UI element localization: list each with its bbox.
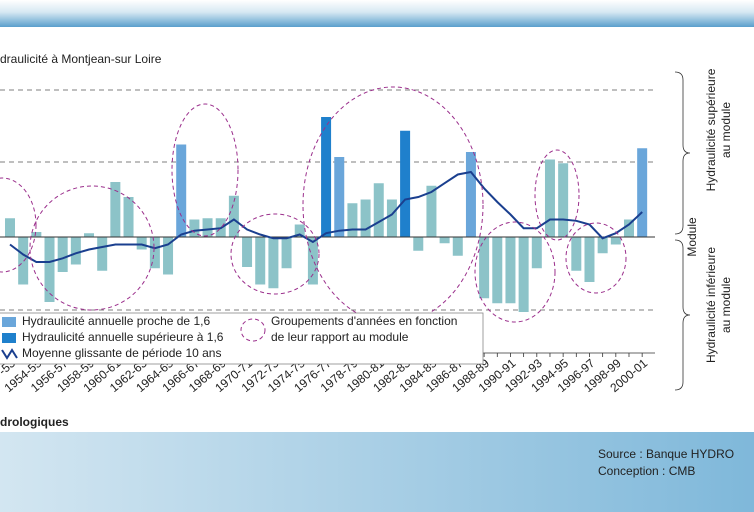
brace xyxy=(674,71,691,235)
lower-label: Hydraulicité inférieure xyxy=(704,247,718,363)
grouping xyxy=(474,221,556,323)
bar xyxy=(5,218,15,237)
bar xyxy=(571,237,582,271)
legend-label: Hydraulicité annuelle supérieure à 1,6 xyxy=(22,330,224,344)
bar xyxy=(439,237,450,244)
grouping xyxy=(171,103,239,237)
bar xyxy=(163,237,174,275)
bar xyxy=(347,203,358,237)
grouping xyxy=(534,149,580,241)
legend-grouping-icon xyxy=(240,318,266,342)
bar xyxy=(70,237,81,265)
top-band xyxy=(0,0,754,27)
bar xyxy=(242,237,253,267)
bar xyxy=(149,237,160,269)
legend: Groupements d'années en fonction de leur… xyxy=(0,312,484,365)
upper-label: Hydraulicité supérieure xyxy=(704,68,718,191)
legend-swatch xyxy=(2,333,16,343)
bar xyxy=(426,185,437,237)
bar xyxy=(321,117,332,237)
bar xyxy=(413,237,424,251)
bar xyxy=(255,237,266,285)
bar xyxy=(31,232,42,237)
bar xyxy=(610,237,621,245)
bar xyxy=(97,237,108,271)
bar xyxy=(492,237,503,304)
legend-label: Moyenne glissante de période 10 ans xyxy=(22,346,221,360)
bar xyxy=(294,224,305,237)
bar xyxy=(531,237,542,269)
bar xyxy=(44,237,55,302)
bar xyxy=(136,237,147,250)
bar xyxy=(189,219,200,237)
grouping xyxy=(230,213,320,295)
bottom-band xyxy=(0,432,754,512)
legend-swatch xyxy=(2,317,16,327)
bar xyxy=(518,237,529,312)
bar xyxy=(307,237,318,285)
grouping xyxy=(0,177,37,273)
bar xyxy=(18,237,29,285)
footer-title: drologiques xyxy=(0,415,69,429)
bar xyxy=(57,237,68,272)
bar xyxy=(202,218,213,237)
bar xyxy=(334,157,345,237)
legend-label: Hydraulicité annuelle proche de 1,6 xyxy=(22,314,210,328)
moving-average-line xyxy=(9,170,643,263)
bar xyxy=(84,233,95,237)
bar xyxy=(637,148,648,237)
bar xyxy=(110,182,121,237)
grouping xyxy=(29,185,155,311)
bar xyxy=(360,199,371,237)
bar xyxy=(386,199,397,237)
brace xyxy=(674,239,691,391)
legend-label: de leur rapport au module xyxy=(271,330,409,344)
conception: Conception : CMB xyxy=(598,464,695,478)
bar xyxy=(281,237,292,269)
bar xyxy=(479,237,490,299)
bar xyxy=(176,144,187,237)
legend-box xyxy=(0,312,484,365)
legend-label: Groupements d'années en fonction xyxy=(271,314,457,328)
lower-label: au module xyxy=(719,277,733,333)
module-label: Module xyxy=(685,217,699,257)
upper-label: au module xyxy=(719,102,733,158)
bar xyxy=(123,197,134,237)
bar xyxy=(597,237,608,254)
groupings xyxy=(0,86,627,324)
bar xyxy=(228,195,239,237)
bar xyxy=(452,237,463,256)
bar xyxy=(623,219,634,237)
bar xyxy=(465,152,476,237)
bar xyxy=(373,183,384,237)
bar xyxy=(505,237,516,304)
bar xyxy=(558,163,569,237)
legend-line-icon xyxy=(1,348,18,360)
bar xyxy=(268,237,279,289)
chart-title: draulicité à Montjean-sur Loire xyxy=(0,52,162,66)
bar xyxy=(400,130,411,237)
source: Source : Banque HYDRO xyxy=(598,447,734,461)
bar xyxy=(544,159,555,237)
bar xyxy=(584,237,595,282)
grouping xyxy=(565,222,627,294)
